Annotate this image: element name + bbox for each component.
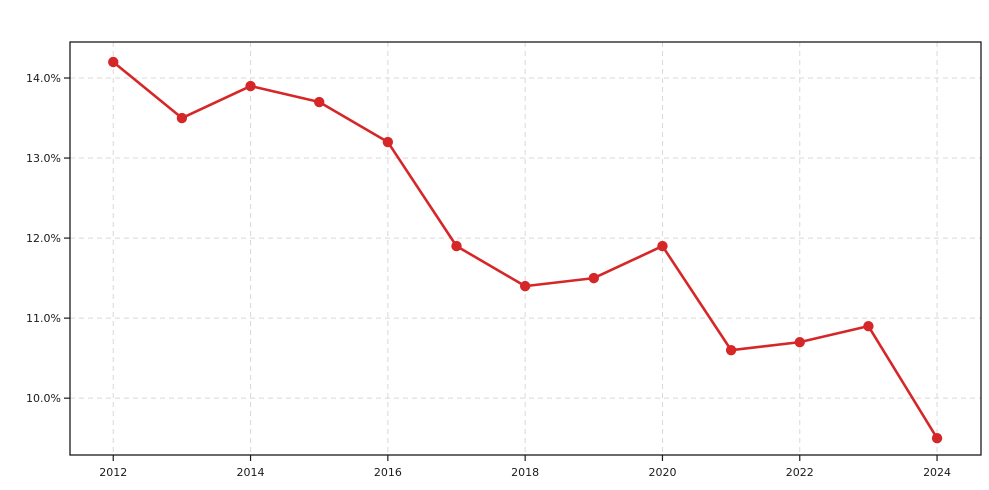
- data-point-marker: [588, 272, 600, 284]
- data-point-marker: [931, 432, 943, 444]
- x-tick-label: 2024: [923, 466, 951, 479]
- data-point-marker: [863, 320, 874, 332]
- data-point-marker: [451, 240, 462, 252]
- x-tick-label: 2012: [99, 466, 127, 479]
- x-tick-label: 2014: [237, 466, 265, 479]
- y-tick-label: 13.0%: [26, 152, 61, 165]
- data-point-marker: [108, 56, 119, 68]
- data-point-marker: [314, 96, 325, 108]
- data-point-marker: [725, 344, 737, 356]
- data-point-marker: [245, 80, 256, 92]
- x-tick-label: 2022: [786, 466, 814, 479]
- data-point-marker: [382, 136, 394, 148]
- x-tick-label: 2018: [511, 466, 539, 479]
- x-tick-label: 2016: [374, 466, 402, 479]
- y-tick-label: 12.0%: [26, 232, 61, 245]
- y-tick-label: 11.0%: [26, 312, 61, 325]
- x-tick-label: 2020: [648, 466, 676, 479]
- y-tick-label: 14.0%: [26, 72, 61, 85]
- data-point-marker: [519, 280, 531, 292]
- data-point-marker: [794, 336, 805, 348]
- data-point-marker: [176, 112, 188, 124]
- y-tick-label: 10.0%: [26, 392, 61, 405]
- data-point-marker: [657, 240, 668, 252]
